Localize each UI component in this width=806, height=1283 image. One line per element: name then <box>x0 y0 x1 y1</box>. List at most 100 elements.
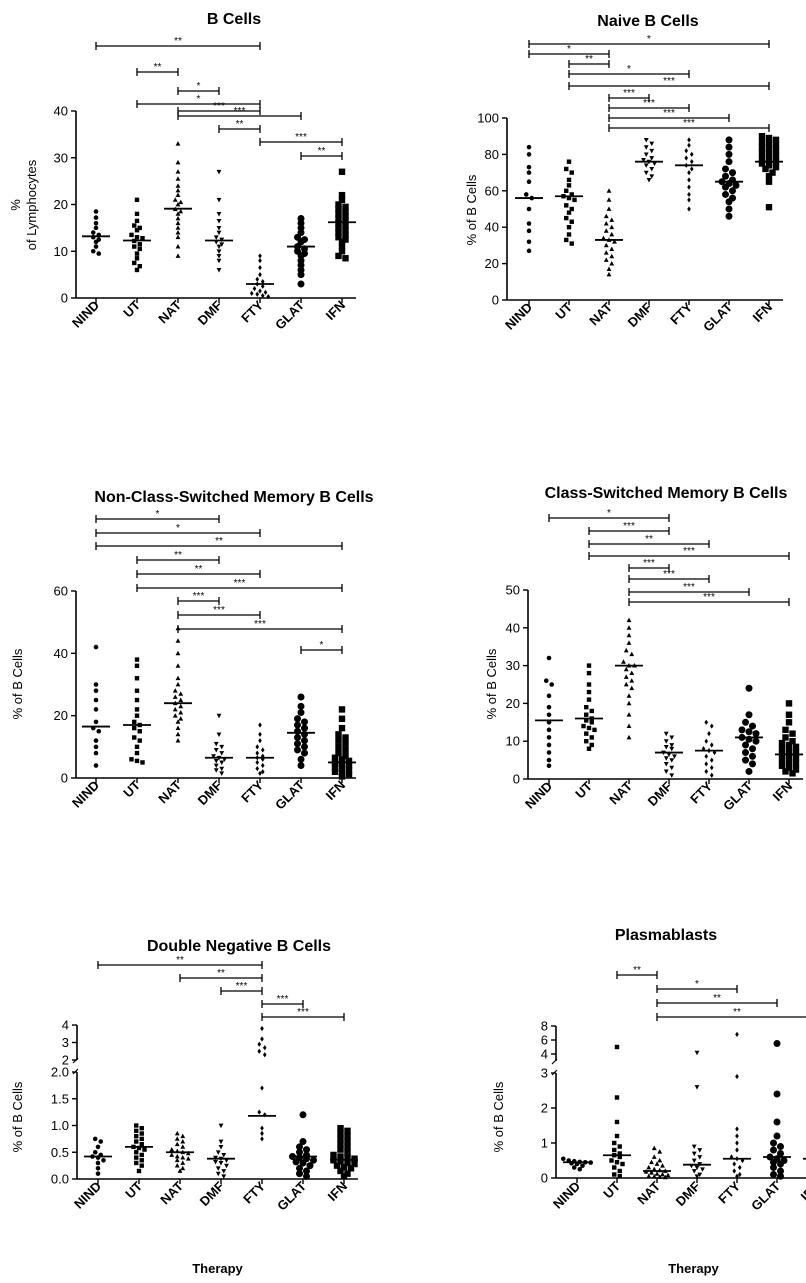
data-point <box>93 244 99 249</box>
data-point <box>782 734 789 741</box>
data-point <box>213 763 219 769</box>
data-point <box>584 718 589 723</box>
data-point <box>569 219 574 224</box>
data-point <box>758 133 766 140</box>
data-point <box>792 743 800 751</box>
significance-bracket: ** <box>136 550 220 564</box>
data-point <box>172 706 178 712</box>
data-point <box>337 1146 344 1153</box>
data-point <box>612 239 617 244</box>
data-point <box>249 290 254 296</box>
significance-label: *** <box>236 981 248 992</box>
data-point <box>657 1149 663 1154</box>
data-point <box>337 1135 344 1143</box>
data-point <box>606 206 612 211</box>
significance-label: * <box>156 509 160 520</box>
data-point <box>340 1173 348 1180</box>
data-point <box>342 222 349 229</box>
data-point <box>526 144 532 150</box>
data-point <box>586 725 592 731</box>
data-point <box>577 1166 583 1172</box>
significance-bracket: *** <box>177 591 220 605</box>
data-point <box>772 142 780 149</box>
significance-bracket: *** <box>136 578 343 592</box>
data-point <box>663 769 669 775</box>
data-point <box>296 1170 303 1178</box>
data-point <box>581 723 586 729</box>
data-point <box>777 1160 784 1168</box>
data-point <box>262 1045 267 1051</box>
data-point <box>704 761 709 767</box>
data-point <box>749 722 756 730</box>
data-point <box>213 768 219 773</box>
x-tick-label: DMF <box>645 778 676 809</box>
data-point <box>709 765 714 771</box>
significance-label: * <box>607 508 611 519</box>
significance-bracket: *** <box>588 521 670 535</box>
data-point <box>90 248 96 254</box>
y-tick-label: 2 <box>62 1053 69 1068</box>
significance-bracket: *** <box>608 118 770 132</box>
data-point <box>663 744 669 750</box>
data-point <box>337 1153 344 1160</box>
significance-label: *** <box>663 76 675 87</box>
data-point <box>704 768 709 775</box>
data-point <box>617 1174 622 1179</box>
data-point <box>297 755 305 763</box>
data-point <box>174 1157 180 1163</box>
data-point <box>297 693 305 701</box>
data-point <box>687 206 691 212</box>
data-point <box>93 719 99 725</box>
data-point <box>216 258 222 264</box>
data-point <box>566 177 572 183</box>
data-point <box>546 693 552 699</box>
significance-bracket: * <box>568 64 690 78</box>
data-point <box>606 188 612 193</box>
data-point <box>342 255 349 262</box>
significance-bracket: * <box>548 508 670 522</box>
data-point <box>526 206 532 212</box>
data-point <box>523 192 529 197</box>
significance-label: ** <box>733 1007 741 1018</box>
data-point <box>777 1167 784 1175</box>
data-point <box>704 738 709 744</box>
data-point <box>566 225 572 230</box>
data-point <box>344 1133 351 1140</box>
data-point <box>589 708 594 714</box>
x-tick-label: NIND <box>71 1179 104 1212</box>
significance-bracket: ** <box>300 146 343 160</box>
data-point <box>262 1052 267 1058</box>
data-point <box>546 655 552 661</box>
data-point <box>95 1160 101 1166</box>
data-point <box>617 1154 622 1160</box>
data-point <box>175 234 181 240</box>
data-point <box>255 750 260 756</box>
data-point <box>175 725 181 731</box>
data-point <box>213 1159 218 1165</box>
y-tick-label: 40 <box>506 620 520 635</box>
data-point <box>584 739 589 744</box>
data-point <box>335 252 342 260</box>
data-point <box>132 244 137 249</box>
data-point <box>657 1174 663 1179</box>
data-point <box>672 754 677 759</box>
data-point <box>735 1140 739 1146</box>
data-point <box>584 731 589 736</box>
data-point <box>773 1040 781 1047</box>
data-point <box>93 738 99 743</box>
significance-label: * <box>647 34 651 45</box>
data-point <box>623 666 629 672</box>
data-point <box>344 1170 351 1177</box>
data-point <box>549 682 555 687</box>
data-point <box>134 688 140 693</box>
data-point <box>772 147 780 154</box>
x-tick-label: NAT <box>155 297 184 326</box>
data-point <box>216 225 222 231</box>
data-point <box>546 742 552 748</box>
data-point <box>649 148 655 154</box>
data-point <box>218 1139 224 1145</box>
data-point <box>175 225 181 230</box>
data-point <box>609 253 615 259</box>
data-point <box>180 1138 186 1144</box>
significance-label: * <box>197 81 201 92</box>
